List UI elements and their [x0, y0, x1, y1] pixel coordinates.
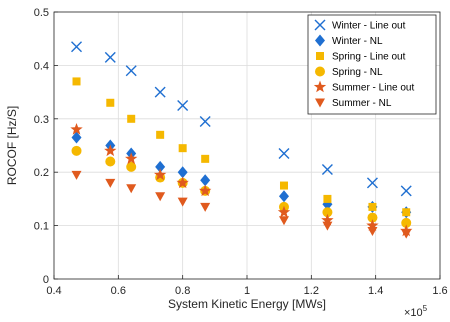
data-point — [126, 161, 137, 172]
data-point — [279, 181, 288, 190]
x-multiplier-base: ×10 — [404, 307, 423, 319]
legend: Winter - Line out Winter - NL Spring - Lin… — [307, 14, 437, 115]
data-point — [277, 205, 291, 218]
data-point — [127, 114, 136, 123]
data-point — [153, 168, 167, 181]
x-tick-label: 0.6 — [111, 285, 126, 297]
data-point — [105, 156, 116, 167]
x-tick-label: 1.6 — [432, 285, 447, 297]
y-tick-label: 0.1 — [34, 221, 49, 233]
legend-box — [307, 14, 437, 115]
series-5 — [71, 170, 412, 239]
data-point — [200, 202, 211, 212]
legend-label: Spring - NL — [332, 67, 383, 78]
data-point — [278, 216, 289, 226]
data-point — [367, 212, 378, 223]
data-point — [178, 144, 187, 153]
x-stroke-b — [199, 115, 211, 127]
data-point — [125, 152, 138, 165]
x-tick-label: 0.8 — [175, 285, 190, 297]
data-point — [322, 207, 333, 218]
data-point — [366, 219, 379, 231]
legend-marker — [315, 66, 325, 77]
data-point — [367, 226, 378, 236]
series-0 — [71, 41, 412, 197]
data-point — [156, 130, 165, 139]
x-stroke-b — [321, 164, 333, 176]
legend-label: Winter - NL — [332, 36, 383, 47]
data-point — [278, 190, 289, 203]
data-point — [104, 144, 117, 157]
data-point — [177, 197, 188, 207]
axis-ticks: 0.4 0.6 0.8 1 1.2 1.4 1.6 0 0.1 0.2 0.3 0.4 0.5 — [34, 7, 448, 297]
x-stroke-b — [400, 185, 412, 197]
data-point — [321, 213, 334, 226]
legend-marker — [315, 34, 325, 47]
data-point — [199, 115, 211, 127]
x-stroke-b — [125, 65, 137, 77]
y-axis-label: ROCOF [Hz/S] — [5, 106, 19, 185]
legend-label: Winter - Line out — [332, 21, 406, 32]
x-stroke-b — [278, 148, 290, 160]
data-point — [125, 65, 137, 77]
data-point — [200, 174, 211, 187]
x-tick-label: 0.4 — [46, 285, 61, 297]
legend-marker — [315, 98, 325, 108]
data-point — [71, 170, 82, 180]
x-stroke-b — [314, 19, 326, 31]
x-stroke-b — [177, 99, 189, 111]
data-point — [106, 98, 115, 107]
data-point — [71, 41, 83, 53]
legend-marker — [314, 19, 326, 31]
data-point — [366, 177, 378, 189]
x-axis-multiplier: ×105 — [404, 304, 428, 319]
data-point — [155, 192, 166, 202]
x-tick-label: 1.2 — [304, 285, 319, 297]
data-point — [104, 51, 116, 63]
data-point — [126, 184, 137, 194]
data-point — [278, 148, 290, 160]
x-stroke-b — [104, 51, 116, 63]
data-point — [177, 99, 189, 111]
y-tick-label: 0.5 — [34, 7, 49, 19]
data-point — [71, 131, 82, 144]
data-point — [70, 122, 83, 135]
data-point — [400, 185, 412, 197]
data-point — [176, 176, 189, 189]
legend-label: Summer - NL — [332, 98, 392, 109]
data-point — [368, 202, 377, 211]
y-tick-label: 0 — [43, 274, 49, 286]
legend-label: Summer - Line out — [332, 83, 414, 94]
x-multiplier-exponent: 5 — [423, 304, 428, 313]
data-point — [155, 160, 166, 173]
series-2 — [72, 77, 411, 217]
data-point — [201, 154, 210, 163]
data-markers — [70, 41, 413, 239]
x-axis-label: System Kinetic Energy [MWs] — [168, 297, 326, 311]
data-point — [105, 178, 116, 188]
data-point — [154, 86, 166, 98]
x-stroke-b — [71, 41, 83, 53]
legend-marker — [313, 80, 327, 93]
data-point — [199, 184, 212, 197]
x-tick-label: 1.4 — [368, 285, 383, 297]
legend-label: Spring - Line out — [332, 52, 406, 63]
data-point — [72, 77, 81, 86]
data-point — [177, 166, 188, 179]
legend-marker — [316, 52, 324, 60]
data-point — [71, 145, 82, 156]
data-point — [322, 221, 333, 231]
data-point — [402, 208, 411, 217]
data-point — [323, 194, 332, 203]
x-tick-label: 1 — [244, 285, 250, 297]
y-tick-label: 0.2 — [34, 167, 49, 179]
data-point — [401, 229, 412, 239]
x-stroke-b — [154, 86, 166, 98]
y-tick-label: 0.3 — [34, 114, 49, 126]
data-point — [321, 164, 333, 176]
data-point — [401, 217, 412, 228]
x-stroke-b — [366, 177, 378, 189]
y-tick-label: 0.4 — [34, 60, 49, 72]
